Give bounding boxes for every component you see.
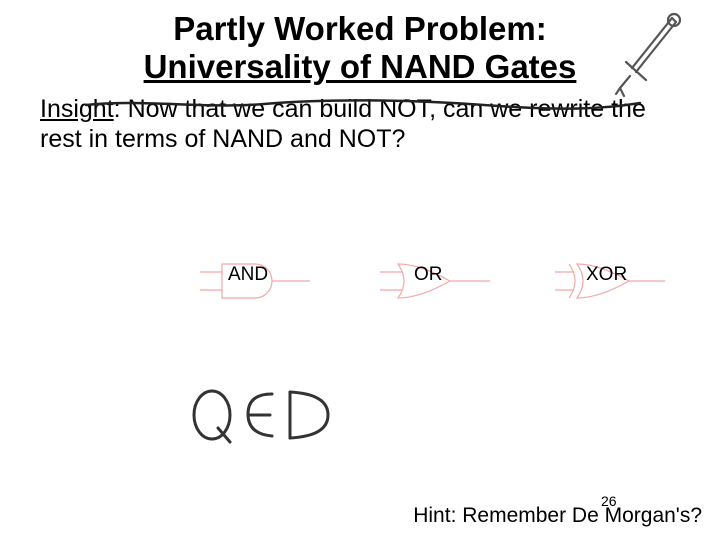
hint-text: Hint: Remember De Morgan's? <box>413 504 702 528</box>
gate-xor-label: XOR <box>586 264 627 286</box>
gate-and: AND <box>200 260 310 302</box>
gate-or-label: OR <box>414 264 443 286</box>
page-number: 26 <box>601 493 617 509</box>
sword-icon <box>612 10 692 110</box>
gate-xor: XOR <box>555 260 665 302</box>
underline-squiggle <box>84 97 644 111</box>
gate-and-label: AND <box>228 264 268 286</box>
qed-scribble <box>190 380 340 450</box>
gate-or: OR <box>380 260 490 302</box>
slide: Partly Worked Problem: Universality of N… <box>0 0 720 540</box>
